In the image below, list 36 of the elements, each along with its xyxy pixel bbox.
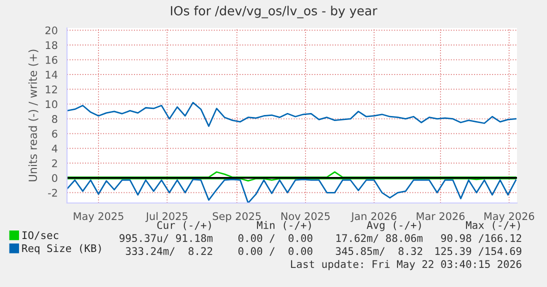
text: 90.98 /166.12 [441, 234, 522, 243]
text: 333.24m/ 8.22 [126, 247, 212, 256]
y-tick-label: 18 [46, 41, 58, 50]
text: 0.00 / 0.00 [238, 247, 312, 256]
y-tick-label: 20 [45, 26, 58, 34]
x-tick-label: Nov 2025 [281, 212, 330, 220]
text: Last update: Fri May 22 03:40:15 2026 [291, 260, 522, 270]
text: 125.39 /154.69 [435, 247, 522, 256]
y-tick-label: 4 [52, 144, 58, 152]
chart-title: IOs for /dev/vg_os/lv_os - by year [170, 6, 378, 18]
y-tick-label: -2 [48, 188, 57, 197]
legend-label: Req Size (KB) [22, 244, 101, 254]
text: Cur (-/+) [157, 221, 211, 230]
x-tick-label: Jul 2025 [145, 212, 188, 222]
y-axis-title: Units read (-) / write (+) [28, 50, 38, 182]
x-tick-label: May 2025 [74, 212, 124, 222]
y-tick-label: 10 [46, 100, 58, 108]
text: Min (-/+) [256, 220, 311, 230]
y-tick-label: 16 [46, 56, 58, 64]
x-tick-label: Jan 2026 [350, 212, 396, 222]
legend-label: IO/sec [22, 231, 58, 240]
y-tick-label: 12 [46, 86, 57, 94]
text: 17.62m/ 88.06m [336, 234, 423, 243]
text: Avg (-/+) [366, 220, 421, 232]
text: 0.00 / 0.00 [238, 234, 312, 243]
y-tick-label: 0 [52, 174, 58, 182]
text: 995.37u/ 91.18m [120, 234, 213, 243]
y-tick-label: 2 [52, 159, 57, 168]
text: 345.85m/ 8.32 [336, 247, 422, 256]
y-tick-label: 6 [52, 130, 58, 138]
x-tick-label: Mar 2026 [416, 212, 465, 220]
x-tick-label: Sep 2025 [212, 212, 261, 222]
text: Max (-/+) [466, 221, 520, 230]
y-tick-label: 14 [46, 70, 58, 78]
x-tick-label: May 2026 [484, 212, 534, 222]
y-tick-label: 8 [52, 115, 58, 123]
